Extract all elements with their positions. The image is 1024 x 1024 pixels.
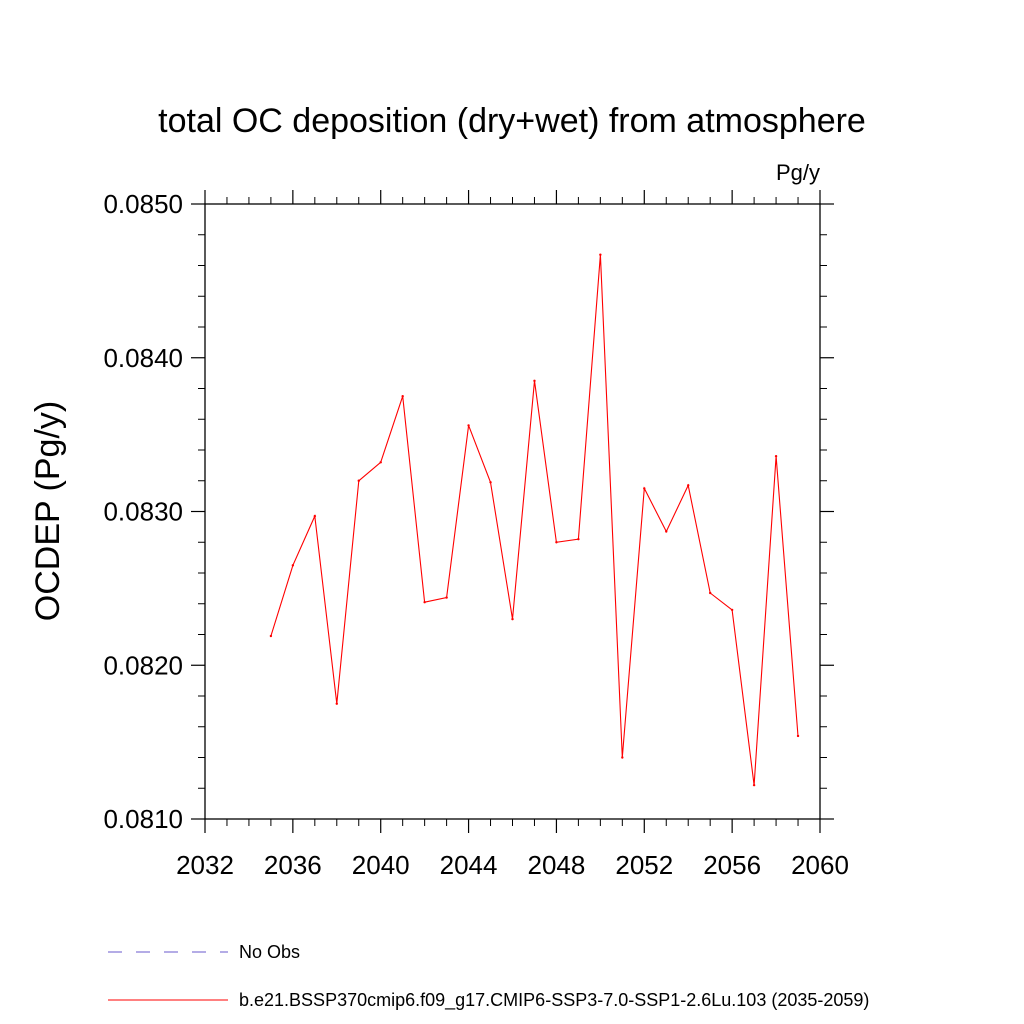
data-point bbox=[401, 394, 404, 398]
x-tick-label: 2036 bbox=[264, 850, 322, 880]
axes-group: 2032 2036 2040 2044 2048 2052 2056 2060 0.0810 0.… bbox=[103, 189, 848, 880]
data-point bbox=[357, 479, 360, 482]
data-point bbox=[621, 756, 624, 759]
data-point bbox=[467, 424, 470, 427]
data-point bbox=[643, 487, 646, 490]
series-line bbox=[270, 254, 799, 786]
data-point bbox=[489, 481, 492, 484]
data-point bbox=[599, 253, 602, 256]
data-point bbox=[291, 564, 295, 567]
data-point bbox=[796, 734, 800, 738]
legend-label: b.e21.BSSP370cmip6.f09_g17.CMIP6-SSP3-7.… bbox=[239, 990, 869, 1011]
data-point bbox=[511, 617, 514, 621]
data-point bbox=[752, 783, 756, 787]
data-point bbox=[445, 596, 448, 599]
legend: No Obs b.e21.BSSP370cmip6.f09_g17.CMIP6-S… bbox=[108, 942, 869, 1011]
x-tick-label: 2044 bbox=[440, 850, 498, 880]
plot-area bbox=[269, 253, 800, 787]
x-tick-label: 2060 bbox=[791, 850, 849, 880]
y-tick-label: 0.0830 bbox=[103, 497, 183, 527]
data-point bbox=[533, 379, 536, 383]
y-tick-label: 0.0820 bbox=[103, 650, 183, 680]
y-tick-label: 0.0840 bbox=[103, 343, 183, 373]
x-tick-label: 2032 bbox=[176, 850, 234, 880]
x-tick-label: 2052 bbox=[615, 850, 673, 880]
y-tick-label: 0.0810 bbox=[103, 804, 183, 834]
y-tick-label: 0.0850 bbox=[103, 189, 183, 219]
data-point bbox=[730, 608, 734, 612]
chart-title: total OC deposition (dry+wet) from atmos… bbox=[158, 102, 866, 140]
legend-label: No Obs bbox=[239, 942, 300, 962]
data-point bbox=[555, 541, 558, 544]
units-label: Pg/y bbox=[776, 160, 820, 185]
y-axis-label: OCDEP (Pg/y) bbox=[29, 401, 67, 621]
data-point bbox=[577, 537, 580, 541]
x-tick-label: 2040 bbox=[352, 850, 410, 880]
data-point bbox=[379, 461, 382, 464]
data-point bbox=[774, 454, 778, 458]
data-point bbox=[687, 484, 690, 487]
x-tick-label: 2056 bbox=[703, 850, 761, 880]
data-point bbox=[423, 601, 426, 604]
data-point bbox=[335, 702, 338, 705]
data-point bbox=[269, 634, 273, 638]
x-tick-label: 2048 bbox=[528, 850, 586, 880]
data-point bbox=[665, 530, 668, 533]
data-point bbox=[313, 514, 317, 518]
data-point bbox=[708, 591, 712, 595]
plot-frame bbox=[204, 203, 821, 820]
